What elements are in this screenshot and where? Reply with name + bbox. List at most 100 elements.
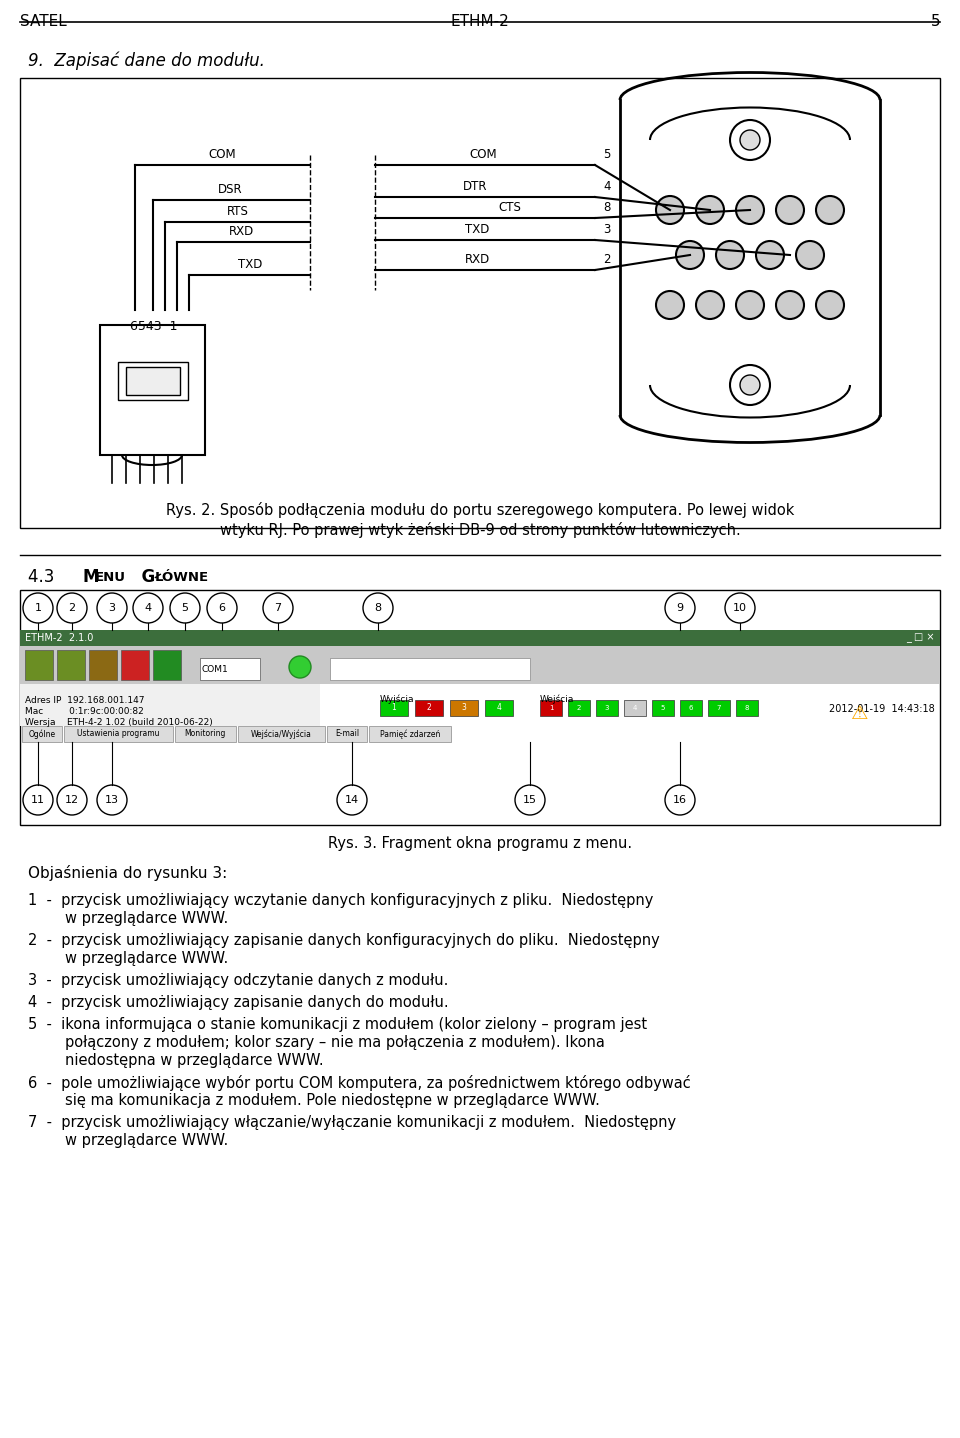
Text: w przeglądarce WWW.: w przeglądarce WWW. bbox=[28, 951, 228, 966]
Text: 5: 5 bbox=[930, 14, 940, 29]
Text: DSR: DSR bbox=[218, 183, 242, 196]
Text: 6: 6 bbox=[688, 705, 693, 710]
Circle shape bbox=[676, 242, 704, 269]
Text: 8: 8 bbox=[374, 603, 381, 613]
Circle shape bbox=[97, 785, 127, 815]
Text: w przeglądarce WWW.: w przeglądarce WWW. bbox=[28, 1133, 228, 1148]
Text: ETHM-2  2.1.0: ETHM-2 2.1.0 bbox=[25, 633, 93, 643]
Text: ⚠: ⚠ bbox=[852, 705, 869, 723]
Bar bbox=[736, 700, 758, 716]
Text: 4: 4 bbox=[144, 603, 152, 613]
Text: ŁÓWNE: ŁÓWNE bbox=[155, 571, 209, 584]
Text: RXD: RXD bbox=[229, 224, 254, 239]
Circle shape bbox=[656, 290, 684, 319]
Text: się ma komunikacja z modułem. Pole niedostępne w przeglądarce WWW.: się ma komunikacja z modułem. Pole niedo… bbox=[28, 1093, 600, 1109]
Text: Ustawienia programu: Ustawienia programu bbox=[77, 729, 159, 739]
Bar bbox=[20, 646, 940, 684]
Circle shape bbox=[23, 592, 53, 623]
Text: Rys. 2. Sposób podłączenia modułu do portu szeregowego komputera. Po lewej widok: Rys. 2. Sposób podłączenia modułu do por… bbox=[166, 502, 794, 518]
Text: 5: 5 bbox=[603, 148, 611, 161]
Text: Rys. 3. Fragment okna programu z menu.: Rys. 3. Fragment okna programu z menu. bbox=[328, 835, 632, 851]
Text: 16: 16 bbox=[673, 795, 687, 805]
Text: 2: 2 bbox=[603, 253, 611, 266]
Text: 14: 14 bbox=[345, 795, 359, 805]
Text: 7  -  przycisk umożliwiający włączanie/wyłączanie komunikacji z modułem.  Niedos: 7 - przycisk umożliwiający włączanie/wył… bbox=[28, 1114, 676, 1130]
Bar bbox=[415, 700, 443, 716]
Text: 7: 7 bbox=[275, 603, 281, 613]
Circle shape bbox=[515, 785, 545, 815]
Text: 4: 4 bbox=[496, 703, 501, 712]
Bar bbox=[568, 700, 590, 716]
Text: Wyjścia: Wyjścia bbox=[380, 695, 415, 703]
Bar bbox=[64, 726, 173, 742]
Circle shape bbox=[740, 375, 760, 395]
Circle shape bbox=[263, 592, 293, 623]
Bar bbox=[238, 726, 325, 742]
Bar bbox=[450, 700, 478, 716]
Circle shape bbox=[656, 196, 684, 224]
Circle shape bbox=[289, 656, 311, 677]
Circle shape bbox=[816, 196, 844, 224]
Bar bbox=[100, 325, 205, 454]
Bar bbox=[22, 726, 62, 742]
Text: 5: 5 bbox=[181, 603, 188, 613]
Text: SATEL: SATEL bbox=[20, 14, 67, 29]
Bar bbox=[380, 700, 408, 716]
Text: 3: 3 bbox=[108, 603, 115, 613]
Text: TXD: TXD bbox=[465, 223, 490, 236]
Text: Mac         0:1r:9c:00:00:82: Mac 0:1r:9c:00:00:82 bbox=[25, 707, 144, 716]
Text: DTR: DTR bbox=[463, 180, 488, 193]
Text: Adres IP  192.168.001.147: Adres IP 192.168.001.147 bbox=[25, 696, 145, 705]
Text: 4  -  przycisk umożliwiający zapisanie danych do modułu.: 4 - przycisk umożliwiający zapisanie dan… bbox=[28, 995, 448, 1009]
Circle shape bbox=[133, 592, 163, 623]
Text: 5: 5 bbox=[660, 705, 665, 710]
Text: 1: 1 bbox=[35, 603, 41, 613]
Text: RXD: RXD bbox=[465, 253, 490, 266]
Text: 6543  1: 6543 1 bbox=[130, 321, 178, 334]
Text: 6  -  pole umożliwiające wybór portu COM komputera, za pośrednictwem którego odb: 6 - pole umożliwiające wybór portu COM k… bbox=[28, 1076, 691, 1091]
Bar bbox=[121, 650, 149, 680]
Bar bbox=[596, 700, 618, 716]
Circle shape bbox=[776, 196, 804, 224]
Circle shape bbox=[57, 785, 87, 815]
Text: Objaśnienia do rysunku 3:: Objaśnienia do rysunku 3: bbox=[28, 866, 228, 881]
Circle shape bbox=[696, 290, 724, 319]
Bar bbox=[20, 630, 940, 646]
Circle shape bbox=[776, 290, 804, 319]
Text: Monitoring: Monitoring bbox=[184, 729, 226, 739]
Text: niedostępna w przeglądarce WWW.: niedostępna w przeglądarce WWW. bbox=[28, 1053, 324, 1068]
Circle shape bbox=[796, 242, 824, 269]
Text: 1: 1 bbox=[392, 703, 396, 712]
Circle shape bbox=[363, 592, 393, 623]
Text: 4.3: 4.3 bbox=[28, 568, 65, 587]
Text: G: G bbox=[130, 568, 156, 587]
Text: 4: 4 bbox=[633, 705, 637, 710]
Circle shape bbox=[207, 592, 237, 623]
Text: 2: 2 bbox=[68, 603, 76, 613]
Text: ETHM-2: ETHM-2 bbox=[450, 14, 510, 29]
Circle shape bbox=[736, 290, 764, 319]
Text: Wejścia/Wyjścia: Wejścia/Wyjścia bbox=[251, 729, 312, 739]
Text: COM1: COM1 bbox=[202, 664, 228, 673]
Text: 2  -  przycisk umożliwiający zapisanie danych konfiguracyjnych do pliku.  Niedos: 2 - przycisk umożliwiający zapisanie dan… bbox=[28, 933, 660, 948]
Text: 7: 7 bbox=[717, 705, 721, 710]
Bar bbox=[175, 726, 236, 742]
Text: E-mail: E-mail bbox=[335, 729, 359, 739]
Bar bbox=[118, 362, 188, 400]
Bar bbox=[20, 590, 940, 825]
Circle shape bbox=[665, 592, 695, 623]
Circle shape bbox=[97, 592, 127, 623]
Circle shape bbox=[730, 119, 770, 160]
Text: Wejścia: Wejścia bbox=[540, 695, 574, 703]
Bar bbox=[370, 726, 451, 742]
Text: COM: COM bbox=[469, 148, 497, 161]
Text: Pamięć zdarzeń: Pamięć zdarzeń bbox=[380, 729, 441, 739]
Circle shape bbox=[170, 592, 200, 623]
Circle shape bbox=[816, 290, 844, 319]
Circle shape bbox=[665, 785, 695, 815]
Text: CTS: CTS bbox=[498, 201, 521, 214]
Text: połączony z modułem; kolor szary – nie ma połączenia z modułem). Ikona: połączony z modułem; kolor szary – nie m… bbox=[28, 1035, 605, 1050]
Bar bbox=[20, 78, 940, 528]
Text: 6: 6 bbox=[219, 603, 226, 613]
Text: Ogólne: Ogólne bbox=[29, 729, 56, 739]
